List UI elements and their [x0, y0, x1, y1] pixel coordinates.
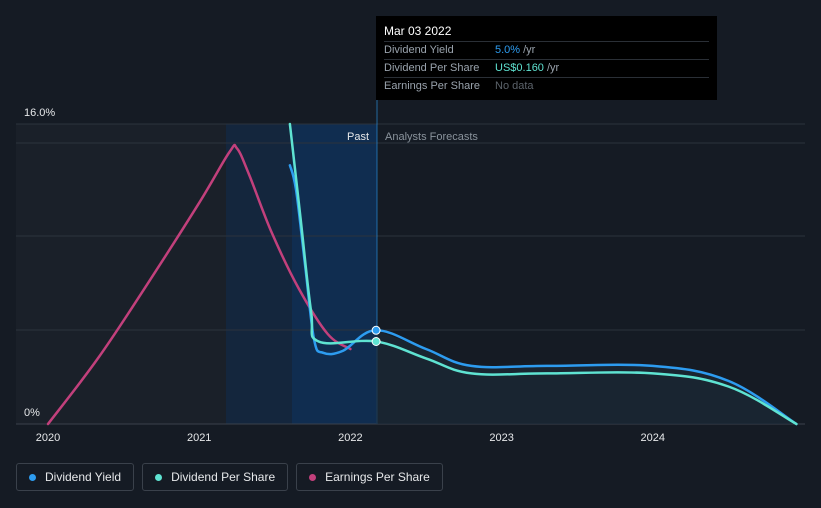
tooltip-unit: /yr	[546, 62, 560, 74]
y-label-top: 16.0%	[24, 107, 55, 119]
x-tick-label: 2023	[489, 432, 513, 444]
hover-markers[interactable]	[371, 325, 381, 346]
x-tick-label: 2024	[641, 432, 665, 444]
dividend-per-share-line	[288, 122, 798, 426]
tooltip-label: Dividend Yield	[384, 44, 454, 56]
earnings-per-share-line	[46, 143, 352, 426]
tooltip-value: 5.0%	[495, 44, 521, 56]
tooltip-value: No data	[495, 80, 534, 92]
legend-dot-icon	[155, 473, 163, 481]
forecast-area	[376, 330, 797, 424]
dividend-per-share-marker[interactable]	[371, 337, 381, 346]
legend-dot-icon	[309, 473, 317, 481]
tooltip-value: US$0.160	[495, 62, 544, 74]
tooltip-label: Earnings Per Share	[384, 80, 480, 92]
series-lines	[46, 122, 798, 426]
x-tick-label: 2022	[338, 432, 362, 444]
y-label-bottom: 0%	[24, 407, 40, 419]
tooltip-unit: /yr	[523, 44, 536, 56]
legend-item-earnings-per-share[interactable]: Earnings Per Share	[296, 463, 443, 491]
past-label: Past	[347, 131, 369, 143]
legend: Dividend Yield Dividend Per Share Earnin…	[16, 463, 443, 491]
forecast-fill	[376, 330, 797, 424]
legend-dot-icon	[29, 473, 36, 481]
legend-label: Dividend Per Share	[171, 470, 276, 484]
tooltip-date: Mar 03 2022	[384, 24, 452, 38]
past-region-left	[16, 124, 226, 424]
x-axis-ticks: 2020 2021 2022 2023 2024	[36, 432, 665, 444]
tooltip: Mar 03 2022 Dividend Yield 5.0% /yr Divi…	[376, 16, 717, 100]
tooltip-row-dividend-per-share: Dividend Per Share US$0.160 /yr	[384, 59, 709, 77]
tooltip-row-dividend-yield: Dividend Yield 5.0% /yr	[384, 41, 709, 59]
dividend-yield-marker[interactable]	[371, 325, 381, 335]
tooltip-row-earnings-per-share: Earnings Per Share No data	[384, 77, 709, 95]
x-tick-label: 2020	[36, 432, 60, 444]
x-tick-label: 2021	[187, 432, 211, 444]
selected-range	[292, 124, 377, 424]
legend-item-dividend-yield[interactable]: Dividend Yield	[16, 463, 135, 491]
legend-label: Earnings Per Share	[325, 470, 430, 484]
tooltip-label: Dividend Per Share	[384, 62, 480, 74]
legend-item-dividend-per-share[interactable]: Dividend Per Share	[142, 463, 289, 491]
legend-label: Dividend Yield	[45, 470, 122, 484]
forecast-label: Analysts Forecasts	[385, 131, 478, 143]
